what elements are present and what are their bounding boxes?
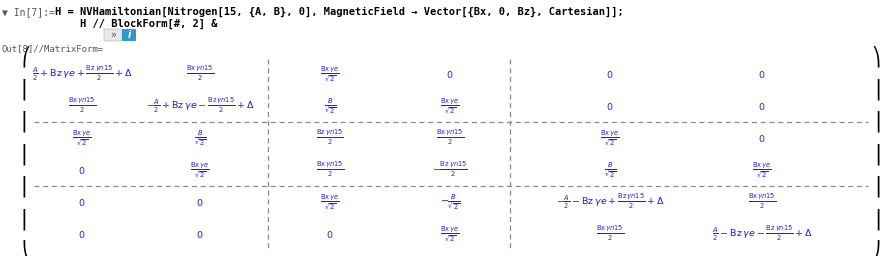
Text: $\frac{\mathrm{Bx}\,\gamma e}{\sqrt{2}}$: $\frac{\mathrm{Bx}\,\gamma e}{\sqrt{2}}$: [600, 128, 620, 148]
Text: $\frac{\mathrm{Bx}\,\gamma n15}{2}$: $\frac{\mathrm{Bx}\,\gamma n15}{2}$: [748, 193, 776, 211]
Text: $0$: $0$: [79, 165, 86, 176]
FancyBboxPatch shape: [122, 29, 136, 41]
Text: $-\frac{A}{2}+\mathrm{Bz}\,\gamma e-\frac{\mathrm{Bz}\,\gamma n15}{2}+\Delta$: $-\frac{A}{2}+\mathrm{Bz}\,\gamma e-\fra…: [146, 97, 254, 115]
Text: $\frac{A}{2}-\mathrm{Bz}\,\gamma e-\frac{\mathrm{Bz}\,\gamma n15}{2}+\Delta$: $\frac{A}{2}-\mathrm{Bz}\,\gamma e-\frac…: [712, 225, 812, 243]
Text: $\frac{B}{\sqrt{2}}$: $\frac{B}{\sqrt{2}}$: [324, 97, 336, 115]
Text: $0$: $0$: [327, 229, 334, 240]
Text: $-\frac{B}{\sqrt{2}}$: $-\frac{B}{\sqrt{2}}$: [440, 193, 460, 211]
Text: $\frac{\mathrm{Bx}\,\gamma n15}{2}$: $\frac{\mathrm{Bx}\,\gamma n15}{2}$: [316, 161, 344, 179]
Text: $0$: $0$: [79, 197, 86, 208]
Text: $0$: $0$: [196, 197, 204, 208]
Text: $\frac{\mathrm{Bz}\,\gamma n15}{2}$: $\frac{\mathrm{Bz}\,\gamma n15}{2}$: [316, 129, 343, 147]
Text: $\frac{\mathrm{Bx}\,\gamma n15}{2}$: $\frac{\mathrm{Bx}\,\gamma n15}{2}$: [68, 97, 96, 115]
Text: $\frac{\mathrm{Bx}\,\gamma n15}{2}$: $\frac{\mathrm{Bx}\,\gamma n15}{2}$: [436, 129, 464, 147]
Text: »: »: [110, 30, 116, 40]
Text: $\frac{\mathrm{Bx}\,\gamma e}{\sqrt{2}}$: $\frac{\mathrm{Bx}\,\gamma e}{\sqrt{2}}$: [321, 64, 340, 84]
Text: $\frac{\mathrm{Bx}\,\gamma e}{\sqrt{2}}$: $\frac{\mathrm{Bx}\,\gamma e}{\sqrt{2}}$: [72, 128, 92, 148]
Text: $0$: $0$: [196, 229, 204, 240]
FancyBboxPatch shape: [104, 29, 122, 41]
Text: $\frac{A}{2}+\mathrm{Bz}\,\gamma e+\frac{\mathrm{Bz}\,\gamma n15}{2}+\Delta$: $\frac{A}{2}+\mathrm{Bz}\,\gamma e+\frac…: [32, 65, 132, 83]
Text: $0$: $0$: [758, 69, 766, 80]
Text: $\frac{\mathrm{Bx}\,\gamma e}{\sqrt{2}}$: $\frac{\mathrm{Bx}\,\gamma e}{\sqrt{2}}$: [321, 192, 340, 212]
Text: $-\frac{\mathrm{Bz}\,\gamma n15}{2}$: $-\frac{\mathrm{Bz}\,\gamma n15}{2}$: [432, 161, 468, 179]
Text: $0$: $0$: [446, 69, 454, 80]
Text: $\frac{\mathrm{Bx}\,\gamma e}{\sqrt{2}}$: $\frac{\mathrm{Bx}\,\gamma e}{\sqrt{2}}$: [190, 160, 210, 180]
Text: $\frac{\mathrm{Bx}\,\gamma e}{\sqrt{2}}$: $\frac{\mathrm{Bx}\,\gamma e}{\sqrt{2}}$: [441, 96, 460, 116]
Text: ▼ In[7]:=: ▼ In[7]:=: [2, 7, 55, 17]
Text: H = NVHamiltonian[Nitrogen[15, {A, B}, 0], MagneticField → Vector[{Bx, 0, Bz}, C: H = NVHamiltonian[Nitrogen[15, {A, B}, 0…: [55, 7, 623, 17]
Text: $0$: $0$: [607, 101, 614, 112]
Text: i: i: [127, 30, 131, 40]
Text: ⎛
⎜
⎜
⎜
⎜
⎜
⎝: ⎛ ⎜ ⎜ ⎜ ⎜ ⎜ ⎝: [21, 46, 31, 256]
Text: $0$: $0$: [758, 133, 766, 144]
Text: $\frac{B}{\sqrt{2}}$: $\frac{B}{\sqrt{2}}$: [194, 129, 206, 147]
Text: $\frac{\mathrm{Bx}\,\gamma n15}{2}$: $\frac{\mathrm{Bx}\,\gamma n15}{2}$: [186, 65, 214, 83]
Text: Out[8]//MatrixForm=: Out[8]//MatrixForm=: [2, 44, 104, 53]
Text: $0$: $0$: [607, 69, 614, 80]
Text: $\frac{\mathrm{Bx}\,\gamma e}{\sqrt{2}}$: $\frac{\mathrm{Bx}\,\gamma e}{\sqrt{2}}$: [441, 224, 460, 244]
Text: ⎞
⎟
⎟
⎟
⎟
⎟
⎠: ⎞ ⎟ ⎟ ⎟ ⎟ ⎟ ⎠: [872, 46, 880, 256]
Text: H // BlockForm[#, 2] &: H // BlockForm[#, 2] &: [55, 19, 217, 29]
Text: $\frac{\mathrm{Bx}\,\gamma e}{\sqrt{2}}$: $\frac{\mathrm{Bx}\,\gamma e}{\sqrt{2}}$: [752, 160, 772, 180]
Text: $\frac{B}{\sqrt{2}}$: $\frac{B}{\sqrt{2}}$: [604, 161, 616, 179]
Text: $0$: $0$: [79, 229, 86, 240]
Text: $-\frac{A}{2}-\mathrm{Bz}\,\gamma e+\frac{\mathrm{Bz}\,\gamma n15}{2}+\Delta$: $-\frac{A}{2}-\mathrm{Bz}\,\gamma e+\fra…: [555, 193, 664, 211]
Text: $\frac{\mathrm{Bx}\,\gamma n15}{2}$: $\frac{\mathrm{Bx}\,\gamma n15}{2}$: [596, 225, 624, 243]
Text: $0$: $0$: [758, 101, 766, 112]
